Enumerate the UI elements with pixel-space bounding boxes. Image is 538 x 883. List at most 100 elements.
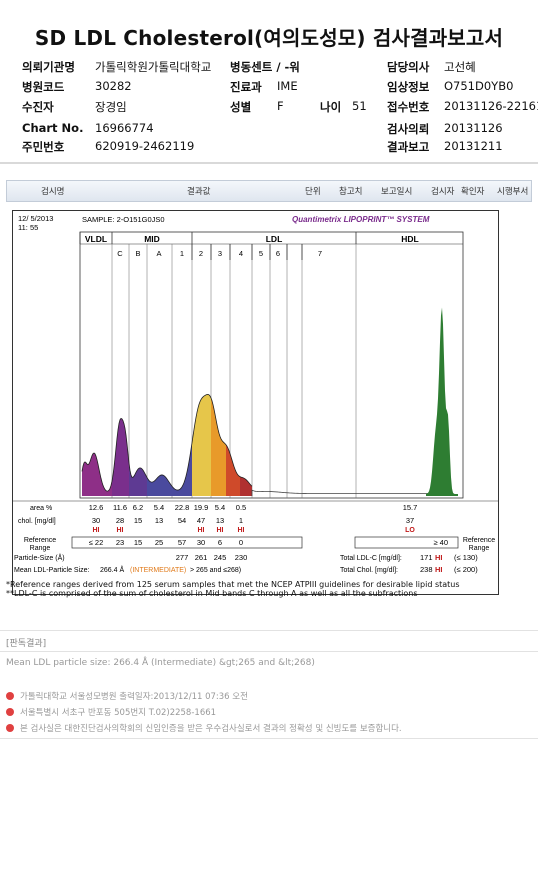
curve-outline (81, 394, 253, 492)
reference-label-line1: Reference (24, 537, 56, 544)
particle-size-value: 261 (195, 553, 208, 562)
footer-divider (0, 738, 538, 739)
total-chol-label: Total Chol. [mg/dl]: (340, 567, 398, 574)
region-label-hdl: HDL (401, 234, 418, 244)
judgement-title: [판독결과] (6, 639, 47, 649)
band-label-1: 1 (180, 249, 184, 258)
area-band-2 (211, 397, 226, 496)
chol-value-4: 1 (239, 516, 243, 525)
total-chol-value: 238 (420, 565, 433, 574)
total-chol-ref: (≤ 200) (454, 565, 478, 574)
tab-department[interactable]: 시행부서 (497, 187, 529, 197)
sex-value: F (277, 99, 284, 113)
total-ldl-label: Total LDL-C [mg/dl]: (340, 555, 402, 562)
dept-label: 진료과 (230, 80, 262, 94)
band-label-5: 5 (259, 249, 263, 258)
area-band-a-tail (172, 442, 192, 496)
region-label-ldl: LDL (266, 234, 283, 244)
area-hdl (426, 307, 458, 496)
footer-hospital-text: 가톨릭대학교 서울성모병원 출력일자:2013/12/11 07:36 오전 (20, 692, 248, 702)
area-band-3 (226, 444, 240, 496)
area-band-1 (192, 394, 211, 496)
lipoprint-svg: 12/ 5/201311: 55 SAMPLE: 2-O151G0JS0 Quant… (12, 210, 499, 595)
total-ldl-ref: (≤ 130) (454, 553, 478, 562)
tab-result[interactable]: 결과값 (187, 187, 211, 197)
footer-address-text: 서울특별시 서초구 반포동 505번지 T.02)2258-1661 (20, 708, 217, 718)
band-label-b: B (135, 249, 140, 258)
tab-unit[interactable]: 단위 (305, 187, 321, 197)
footer-cert-text: 본 검사실은 대한진단검사의학회의 신임인증을 받은 우수검사실로서 결과의 정… (20, 724, 402, 734)
resident-label: 주민번호 (22, 140, 65, 154)
footnote-ldl: **LDL-C is comprised of the sum of chole… (6, 589, 418, 598)
chol-flag-c: HI (117, 527, 124, 534)
footnote-reference: *Reference ranges derived from 125 serum… (6, 580, 460, 589)
hospital-code-value: 30282 (95, 79, 132, 93)
reference-box (71, 536, 303, 549)
chol-flag-2: HI (198, 527, 205, 534)
institution-label: 의뢰기관명 (22, 60, 75, 74)
chart-time: 11: 55 (18, 223, 38, 232)
doctor-value: 고선혜 (444, 60, 476, 74)
chol-flag-4: HI (238, 527, 245, 534)
receipt-value: 20131126-22161 (444, 99, 538, 113)
lipoprint-chart: 12/ 5/2013 11: 55 SAMPLE: 2-O151G0JS0 Quant… (12, 210, 499, 595)
patient-label: 수진자 (22, 100, 54, 114)
clinical-info-value: O751D0YB0 (444, 79, 514, 93)
footer-cert: 본 검사실은 대한진단검사의학회의 신임인증을 받은 우수검사실로서 결과의 정… (6, 722, 402, 734)
total-ldl-flag: HI (435, 553, 443, 562)
sex-label: 성별 (230, 100, 252, 114)
bullet-icon (6, 692, 14, 700)
judgement-divider (0, 651, 538, 652)
tab-reference[interactable]: 참고치 (339, 187, 363, 197)
area-band-b (129, 462, 147, 496)
reference-value-hdl: ≥ 40 (433, 538, 448, 547)
bullet-icon (6, 708, 14, 716)
area-value-4: 0.5 (236, 503, 246, 512)
institution-value: 가톨릭학원가톨릭대학교 (95, 60, 212, 74)
bullet-icon (6, 724, 14, 732)
tab-report-time[interactable]: 보고일시 (381, 187, 413, 197)
area-value-c: 11.6 (113, 503, 127, 512)
mean-ldl-value: 266.4 Å (100, 565, 124, 574)
band-label-a: A (156, 249, 161, 258)
chol-label: chol. [mg/dl] (18, 518, 56, 525)
band-label-7: 7 (318, 249, 322, 258)
reference-box-hdl (354, 536, 459, 549)
particle-size-label: Particle-Size (Å) (14, 553, 65, 562)
band-label-3: 3 (218, 249, 222, 258)
band-label-6: 6 (276, 249, 280, 258)
tab-tester[interactable]: 검시자 (431, 187, 455, 197)
reference-label-hdl-line1: Reference (463, 537, 495, 544)
tab-test-name[interactable]: 검시명 (41, 187, 65, 197)
chart-frame (12, 210, 499, 595)
mean-ldl-label: Mean LDL-Particle Size: (14, 567, 90, 574)
report-title: SD LDL Cholesterol(여의도성모) 검사결과보고서 (34, 26, 504, 50)
plot-frame (79, 231, 464, 499)
area-value-hdl: 15.7 (403, 503, 418, 512)
chol-flag-vldl: HI (93, 527, 100, 534)
area-band-4 (240, 476, 252, 496)
request-value: 20131126 (444, 121, 503, 135)
hospital-code-label: 병원코드 (22, 80, 65, 94)
area-band-a (147, 474, 172, 496)
doctor-label: 담당의사 (387, 60, 430, 74)
chol-value-3: 13 (216, 516, 224, 525)
area-label: area % (30, 505, 52, 512)
header-divider (0, 162, 538, 164)
reference-value-4: 0 (239, 538, 243, 547)
chol-value-b: 15 (134, 516, 142, 525)
reference-value-3: 6 (218, 538, 222, 547)
mean-ldl-ref: > 265 and ≤268) (190, 567, 241, 574)
chol-value-hdl: 37 (406, 516, 414, 525)
area-vldl (82, 452, 112, 496)
ward-label: 병동센트 / -워 (230, 60, 300, 74)
age-value: 51 (352, 99, 367, 113)
reference-value-vldl: ≤ 22 (89, 538, 104, 547)
tab-checker[interactable]: 확인자 (461, 187, 485, 197)
footer-address: 서울특별시 서초구 반포동 505번지 T.02)2258-1661 (6, 706, 216, 718)
area-value-a: 5.4 (154, 503, 164, 512)
particle-size-value: 245 (214, 553, 227, 562)
particle-size-value: 230 (235, 553, 248, 562)
region-label-mid: MID (144, 234, 160, 244)
curve-tail (251, 489, 432, 496)
